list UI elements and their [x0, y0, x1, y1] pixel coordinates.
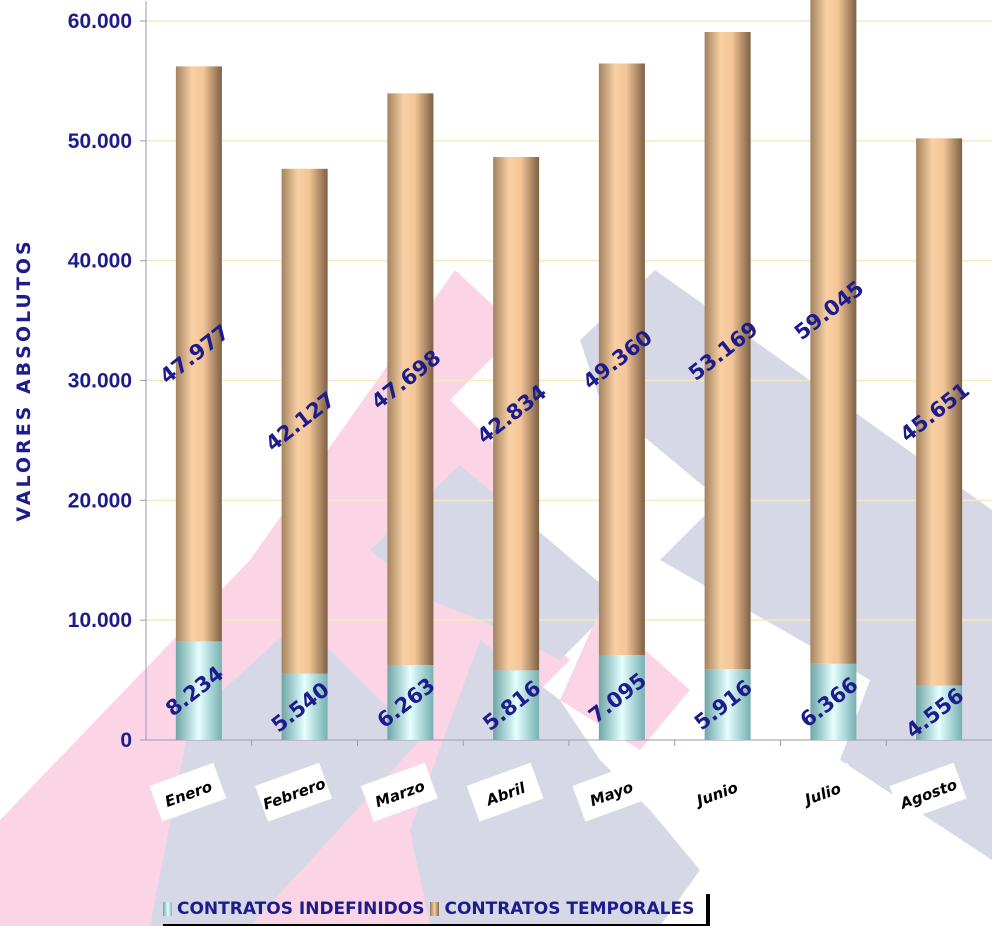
category-label-box: [783, 762, 861, 822]
y-tick-label: 10.000: [68, 609, 132, 632]
category-label-mayo: Mayo: [572, 762, 650, 822]
bar-indefinidos-julio: [810, 663, 857, 740]
legend-swatch-indefinidos: [163, 902, 172, 916]
bar-indefinidos-enero: [175, 641, 222, 740]
category-label-box: [360, 762, 438, 822]
legend-label-indefinidos: CONTRATOS INDEFINIDOS: [177, 899, 425, 919]
bar-indefinidos-marzo: [387, 664, 434, 740]
y-tick-label: 60.000: [68, 10, 132, 33]
category-label-box: [889, 762, 967, 822]
category-label-agosto: Agosto: [889, 762, 967, 822]
bar-temporales-agosto: [916, 138, 963, 686]
category-label-box: [149, 762, 227, 822]
category-label-box: [572, 762, 650, 822]
bar-temporales-abril: [493, 157, 540, 671]
bar-indefinidos-abril: [493, 670, 540, 740]
category-label-box: [255, 762, 333, 822]
bar-indefinidos-junio: [704, 669, 751, 740]
bar-temporales-enero: [175, 66, 222, 642]
bar-temporales-marzo: [387, 93, 434, 665]
bar-temporales-febrero: [281, 168, 328, 674]
bar-indefinidos-febrero: [281, 673, 328, 740]
legend-item-temporales: CONTRATOS TEMPORALES: [430, 899, 694, 919]
bar-temporales-mayo: [598, 63, 645, 655]
y-tick-label: 50.000: [68, 130, 132, 153]
y-tick-label: 20.000: [68, 489, 132, 512]
bar-temporales-junio: [704, 31, 751, 670]
bar-temporales-julio: [810, 0, 857, 664]
category-label-enero: Enero: [149, 762, 227, 822]
category-label-box: [678, 762, 756, 822]
y-axis-label: VALORES ABSOLUTOS: [13, 238, 35, 521]
legend-swatch-temporales: [430, 902, 440, 916]
category-label-abril: Abril: [466, 762, 544, 822]
y-tick-label: 30.000: [68, 370, 132, 393]
bar-indefinidos-mayo: [598, 654, 645, 740]
category-label-julio: Julio: [783, 762, 861, 822]
category-label-junio: Junio: [678, 762, 756, 822]
bars: [175, 0, 963, 740]
bar-indefinidos-agosto: [916, 685, 963, 740]
y-tick-label: 40.000: [68, 250, 132, 273]
legend-label-temporales: CONTRATOS TEMPORALES: [444, 899, 695, 919]
legend: CONTRATOS INDEFINIDOS CONTRATOS TEMPORAL…: [163, 894, 711, 926]
y-tick-labels: 0 10.000 20.000 30.000 40.000 50.000 60.000: [68, 10, 132, 752]
legend-item-indefinidos: CONTRATOS INDEFINIDOS: [163, 899, 424, 919]
category-label-box: [466, 762, 544, 822]
y-tick-label: 0: [120, 729, 132, 752]
category-labels: Enero Febrero Marzo Abril Mayo Junio Julio Agos…: [149, 762, 967, 822]
